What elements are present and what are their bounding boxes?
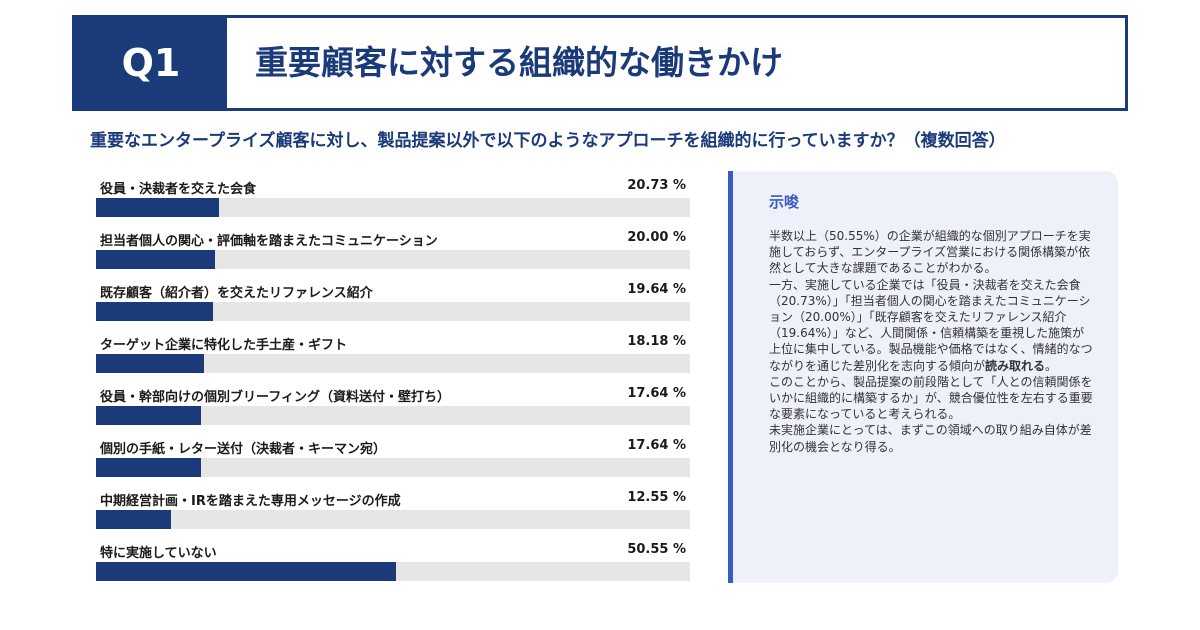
insight-panel: 示唆 半数以上（50.55%）の企業が組織的な個別アプローチを実施しておらず、エ… [728,171,1118,583]
question-number: Q1 [75,18,227,108]
insight-paragraph-2-end: 。 [1045,358,1058,373]
bar [96,302,213,321]
bar [96,250,215,269]
insight-paragraph-1: 半数以上（50.55%）の企業が組織的な個別アプローチを実施しておらず、エンター… [769,229,1091,276]
bar-label: 特に実施していない [100,546,217,561]
page-title: 重要顧客に対する組織的な働きかけ [255,43,783,82]
bar-track [96,562,690,581]
bar-row: ターゲット企業に特化した手土産・ギフト 18.18 % [96,326,690,378]
bar [96,354,204,373]
bar-value-label: 17.64 % [627,438,686,453]
bar-label: 個別の手紙・レター送付（決裁者・キーマン宛） [100,442,387,457]
question-text: 重要なエンタープライズ顧客に対し、製品提案以外で以下のようなアプローチを組織的に… [90,131,1006,151]
bar-value-label: 20.73 % [627,178,686,193]
insight-title: 示唆 [769,193,800,211]
bar-label: 担当者個人の関心・評価軸を踏まえたコミュニケーション [100,234,438,249]
bar [96,458,201,477]
bar-label: 中期経営計画・IRを踏まえた専用メッセージの作成 [100,494,401,509]
bar-label: 役員・決裁者を交えた会食 [100,182,257,197]
insight-paragraph-2: 一方、実施している企業では「役員・決裁者を交えた会食（20.73%）」「担当者個… [769,277,1096,374]
bar [96,406,201,425]
bar-track [96,354,690,373]
bar [96,198,220,217]
bar-row: 役員・幹部向けの個別ブリーフィング（資料送付・壁打ち） 17.64 % [96,378,690,430]
bar-track [96,458,690,477]
bar-label: 既存顧客（紹介者）を交えたリファレンス紹介 [100,286,373,301]
bar-row: 既存顧客（紹介者）を交えたリファレンス紹介 19.64 % [96,274,690,326]
bar-value-label: 12.55 % [627,490,686,505]
insight-body: 半数以上（50.55%）の企業が組織的な個別アプローチを実施しておらず、エンター… [769,228,1096,455]
bar-value-label: 50.55 % [627,542,686,557]
bar-row: 中期経営計画・IRを踏まえた専用メッセージの作成 12.55 % [96,482,690,534]
bar-value-label: 18.18 % [627,334,686,349]
bar-row: 特に実施していない 50.55 % [96,534,690,586]
bar-track [96,302,690,321]
bar-chart: 役員・決裁者を交えた会食 20.73 % 担当者個人の関心・評価軸を踏まえたコミュニ… [96,170,690,586]
bar-value-label: 20.00 % [627,230,686,245]
bar-row: 担当者個人の関心・評価軸を踏まえたコミュニケーション 20.00 % [96,222,690,274]
insight-emphasis: 読み取れる [985,358,1046,373]
bar-track [96,510,690,529]
bar-label: ターゲット企業に特化した手土産・ギフト [100,338,348,353]
bar-track [96,250,690,269]
bar-track [96,406,690,425]
bar-row: 役員・決裁者を交えた会食 20.73 % [96,170,690,222]
bar-value-label: 17.64 % [627,386,686,401]
insight-paragraph-3: このことから、製品提案の前段階として「人との信頼関係をいかに組織的に構築するか」… [769,374,1093,422]
bar-row: 個別の手紙・レター送付（決裁者・キーマン宛） 17.64 % [96,430,690,482]
bar-value-label: 19.64 % [627,282,686,297]
insight-paragraph-4: 未実施企業にとっては、まずこの領域への取り組み自体が差別化の機会となり得る。 [769,423,1092,454]
bar [96,562,397,581]
bar [96,510,171,529]
bar-label: 役員・幹部向けの個別ブリーフィング（資料送付・壁打ち） [100,390,450,405]
header-banner: Q1 重要顧客に対する組織的な働きかけ [72,15,1128,111]
bar-track [96,198,690,217]
insight-paragraph-2-text: 一方、実施している企業では「役員・決裁者を交えた会食（20.73%）」「担当者個… [769,277,1093,373]
